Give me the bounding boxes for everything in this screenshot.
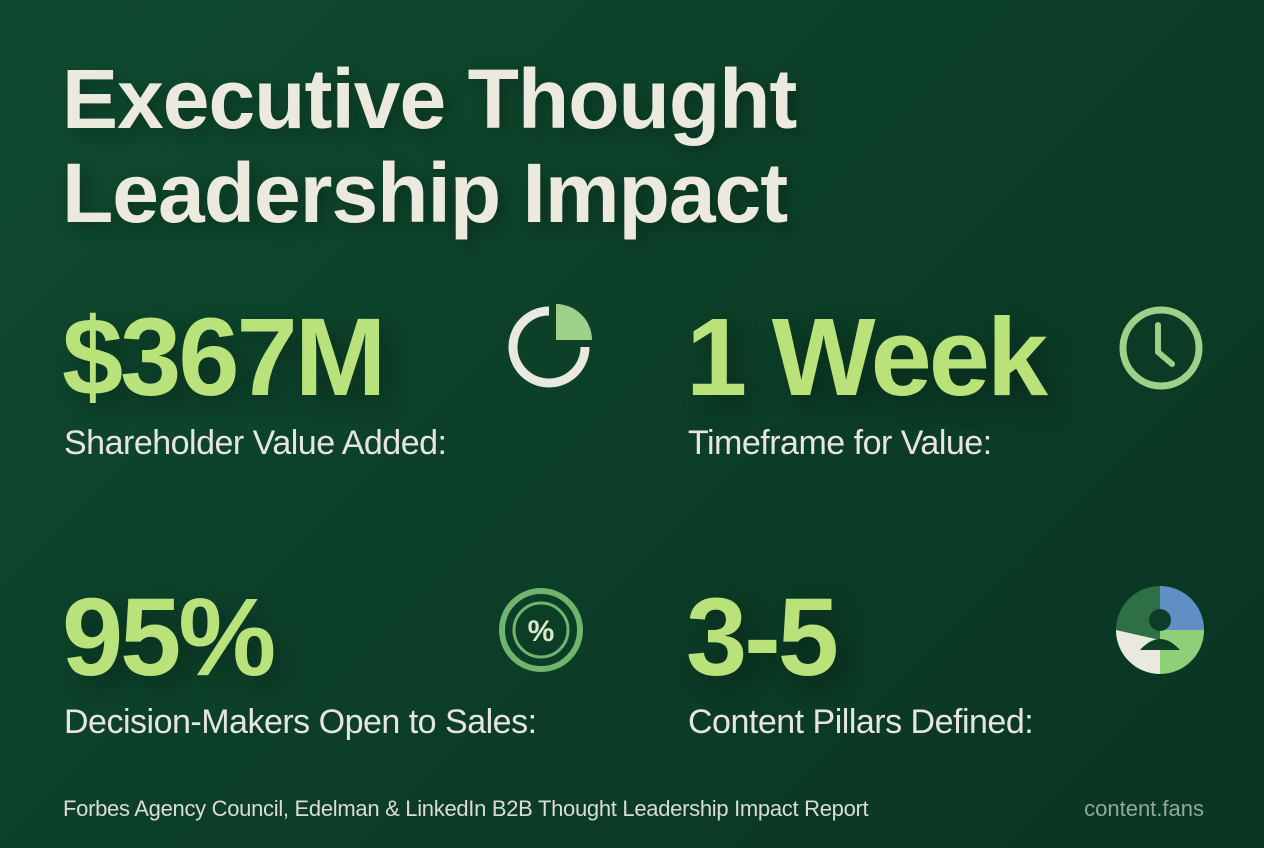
pie-icon <box>508 304 592 388</box>
title-line: Executive Thought <box>62 52 797 146</box>
stat-label: Shareholder Value Added: <box>64 424 447 462</box>
title: Executive Thought Leadership Impact <box>62 52 797 240</box>
percent-symbol: % <box>528 615 555 648</box>
stat-label: Timeframe for Value: <box>688 424 992 462</box>
people-icon <box>1116 586 1204 674</box>
percent-icon: % <box>499 588 583 672</box>
clock-icon <box>1119 306 1203 390</box>
footer-brand: content.fans <box>1084 796 1204 821</box>
stat-value: $367M <box>62 296 386 419</box>
title-line: Leadership Impact <box>62 146 788 240</box>
stat-value: 1 Week <box>686 296 1048 419</box>
stat-label: Content Pillars Defined: <box>688 703 1034 741</box>
stat-value: 95% <box>62 576 276 699</box>
footer-source: Forbes Agency Council, Edelman & LinkedI… <box>63 796 869 821</box>
stat-value: 3-5 <box>686 576 839 699</box>
stat-label: Decision-Makers Open to Sales: <box>64 703 537 741</box>
